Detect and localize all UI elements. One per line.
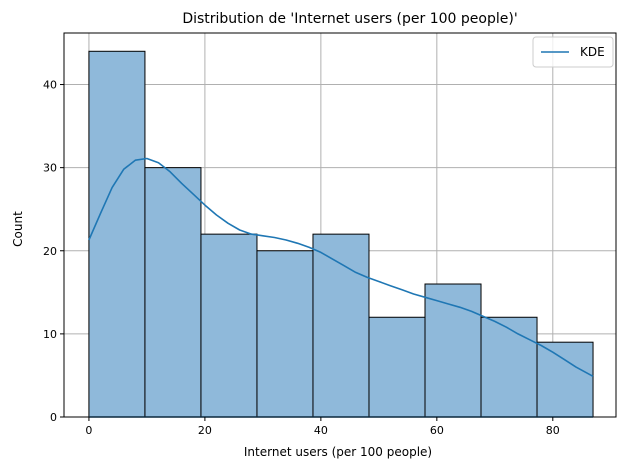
y-axis-label: Count: [11, 211, 25, 247]
x-axis-label: Internet users (per 100 people): [244, 445, 432, 459]
histogram-bar: [200, 233, 258, 418]
x-tick-label: 0: [85, 424, 92, 437]
histogram-bars: [88, 50, 594, 418]
legend-kde-label: KDE: [580, 45, 605, 59]
plot-frame: [63, 32, 617, 418]
y-tick-label: 0: [50, 411, 57, 424]
x-tick-label: 20: [198, 424, 212, 437]
histogram-bar: [88, 50, 146, 418]
histogram-bar: [144, 167, 202, 418]
histogram-bar: [312, 233, 370, 418]
legend: KDE: [532, 36, 614, 68]
x-tick-label: 80: [546, 424, 560, 437]
x-tick-label: 60: [430, 424, 444, 437]
histogram-bar: [256, 250, 314, 418]
legend-box: [532, 36, 614, 68]
kde-line: [88, 157, 594, 378]
histogram-bar: [368, 316, 426, 418]
y-tick-label: 40: [43, 79, 57, 92]
chart-title: Distribution de 'Internet users (per 100…: [182, 11, 517, 27]
y-tick-label: 30: [43, 162, 57, 175]
y-tick-label: 20: [43, 245, 57, 258]
histogram-bar: [480, 316, 538, 418]
histogram-bar: [536, 341, 594, 418]
x-axis-ticks: 0 20 40 60 80: [85, 417, 560, 437]
histogram-bar: [424, 283, 482, 418]
y-axis-ticks: 0 10 20 30 40: [43, 79, 64, 424]
x-tick-label: 40: [314, 424, 328, 437]
y-tick-label: 10: [43, 328, 57, 341]
